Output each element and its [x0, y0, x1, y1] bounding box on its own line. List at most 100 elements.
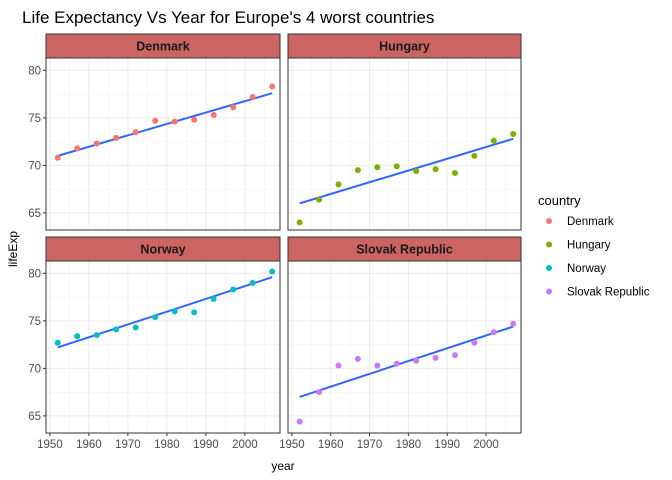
- panel-background: [46, 261, 280, 433]
- data-point-slovak-republic: [432, 354, 439, 361]
- y-tick-label: 75: [28, 316, 41, 328]
- panel-border: [45, 57, 281, 231]
- data-point-hungary: [451, 169, 458, 176]
- x-tick-label: 2000: [232, 439, 258, 451]
- data-point-slovak-republic: [374, 362, 381, 369]
- legend-key-slovak-republic: [546, 288, 552, 295]
- data-point-slovak-republic: [413, 357, 420, 364]
- x-tick-label: 1980: [154, 439, 180, 451]
- data-point-norway: [132, 324, 139, 331]
- y-tick-label: 80: [28, 65, 41, 77]
- data-point-denmark: [249, 93, 256, 100]
- x-tick-label: 1950: [279, 439, 305, 451]
- x-tick-label: 1990: [434, 439, 460, 451]
- data-point-denmark: [191, 116, 198, 123]
- data-point-norway: [210, 296, 217, 303]
- facet-strip: [45, 33, 281, 59]
- facet-strip: [287, 236, 522, 262]
- data-point-hungary: [374, 164, 381, 171]
- x-tick-label: 1960: [318, 439, 344, 451]
- facet-denmark: Denmark 65 70 75 80: [28, 33, 281, 231]
- panel-background: [288, 58, 521, 230]
- panel-border: [45, 260, 281, 434]
- legend-label-slovak-republic: Slovak Republic: [567, 287, 650, 299]
- data-point-norway: [113, 326, 120, 333]
- x-tick-label: 2000: [473, 439, 499, 451]
- data-point-norway: [54, 339, 61, 346]
- x-tick-label: 1960: [76, 439, 102, 451]
- facet-panels: Denmark 65 70 75 80 Hungary Norway 65 70 75 80 1950…: [28, 33, 522, 451]
- facet-strip: [287, 33, 522, 59]
- data-point-hungary: [393, 163, 400, 170]
- data-point-hungary: [335, 181, 342, 188]
- data-point-slovak-republic: [471, 339, 478, 346]
- data-point-denmark: [74, 145, 81, 152]
- data-point-slovak-republic: [354, 355, 361, 362]
- legend-label-hungary: Hungary: [567, 240, 611, 252]
- data-point-norway: [191, 309, 198, 316]
- data-point-denmark: [152, 117, 159, 124]
- data-point-denmark: [93, 140, 100, 147]
- data-point-denmark: [269, 83, 276, 90]
- y-tick-label: 65: [28, 208, 41, 220]
- data-point-slovak-republic: [335, 362, 342, 369]
- data-point-hungary: [490, 137, 497, 144]
- panel-background: [288, 261, 521, 433]
- panel-background: [46, 58, 280, 230]
- data-point-hungary: [296, 219, 303, 226]
- data-point-norway: [230, 286, 237, 293]
- legend: country Denmark Hungary Norway Slovak Repub…: [538, 193, 650, 299]
- data-point-slovak-republic: [451, 352, 458, 359]
- data-point-denmark: [210, 112, 217, 119]
- legend-key-hungary: [546, 241, 552, 248]
- legend-label-denmark: Denmark: [567, 216, 614, 228]
- data-point-norway: [249, 279, 256, 286]
- chart-title: Life Expectancy Vs Year for Europe's 4 w…: [22, 8, 434, 27]
- data-point-denmark: [171, 118, 178, 125]
- y-tick-label: 75: [28, 113, 41, 125]
- legend-key-denmark: [546, 218, 552, 224]
- data-point-slovak-republic: [296, 418, 303, 425]
- facet-strip-label: Hungary: [379, 40, 430, 54]
- legend-title: country: [538, 193, 581, 208]
- trend-line: [299, 325, 514, 398]
- facet-norway: Norway 65 70 75 80 1950 1960 1970 1980 1990 2000: [28, 236, 281, 451]
- trend-line: [57, 92, 273, 157]
- y-axis-label: lifeExp: [6, 231, 20, 267]
- data-point-norway: [171, 308, 178, 315]
- data-point-slovak-republic: [510, 320, 517, 327]
- data-point-slovak-republic: [490, 329, 497, 336]
- data-point-norway: [269, 268, 276, 275]
- facet-hungary: Hungary: [287, 33, 522, 231]
- data-point-hungary: [471, 152, 478, 159]
- data-point-slovak-republic: [393, 360, 400, 367]
- data-point-denmark: [230, 104, 237, 111]
- data-point-denmark: [113, 134, 120, 141]
- data-point-hungary: [316, 196, 323, 203]
- facet-strip: [45, 236, 281, 262]
- facet-slovak-republic: Slovak Republic 1950 1960 1970 1980 1990 2000: [279, 236, 522, 451]
- data-point-hungary: [432, 166, 439, 173]
- data-point-denmark: [54, 154, 61, 161]
- y-tick-label: 65: [28, 411, 41, 423]
- x-tick-label: 1950: [37, 439, 63, 451]
- trend-line: [57, 276, 273, 349]
- x-tick-label: 1980: [396, 439, 422, 451]
- data-point-norway: [93, 332, 100, 339]
- panel-border: [287, 57, 522, 231]
- legend-label-norway: Norway: [567, 263, 606, 275]
- y-tick-label: 70: [28, 160, 41, 172]
- data-point-hungary: [413, 168, 420, 175]
- x-axis-label: year: [271, 459, 294, 473]
- legend-key-norway: [546, 265, 552, 271]
- facet-strip-label: Norway: [140, 243, 185, 257]
- data-point-hungary: [510, 131, 517, 138]
- y-tick-label: 80: [28, 268, 41, 280]
- trend-line: [299, 137, 514, 205]
- facet-strip-label: Slovak Republic: [356, 243, 453, 257]
- data-point-hungary: [354, 167, 361, 174]
- x-tick-label: 1970: [357, 439, 383, 451]
- data-point-norway: [74, 333, 81, 340]
- data-point-denmark: [132, 129, 139, 136]
